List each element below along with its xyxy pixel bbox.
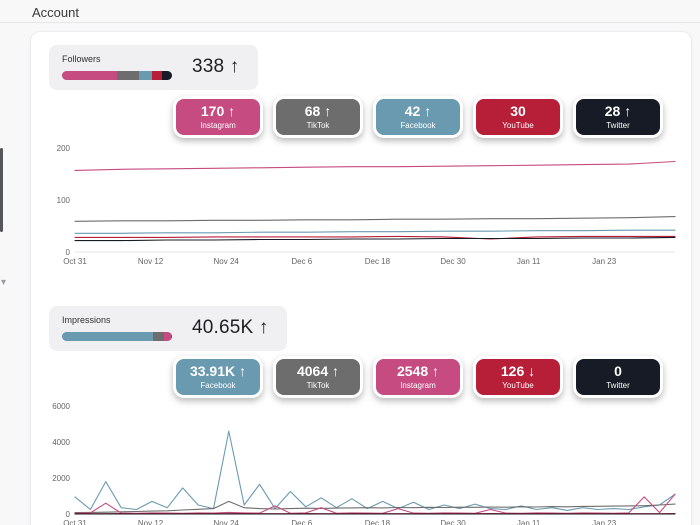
stat-label: TikTok — [306, 381, 330, 390]
svg-text:Jan 11: Jan 11 — [517, 257, 541, 266]
svg-text:Dec 18: Dec 18 — [365, 257, 391, 266]
svg-text:Nov 24: Nov 24 — [214, 519, 240, 525]
up-arrow-icon: ↑ — [228, 103, 236, 119]
stat-label: YouTube — [502, 121, 534, 130]
followers-card-tiktok[interactable]: 68 ↑ TikTok — [273, 96, 363, 138]
followers-card-youtube[interactable]: 30 YouTube — [473, 96, 563, 138]
svg-text:Oct 31: Oct 31 — [63, 257, 87, 266]
svg-text:Oct 31: Oct 31 — [63, 519, 87, 525]
impressions-card-facebook[interactable]: 33.91K ↑ Facebook — [173, 356, 263, 398]
up-arrow-icon: ↑ — [624, 103, 632, 119]
svg-text:Jan 23: Jan 23 — [592, 519, 617, 525]
stat-label: Twitter — [606, 121, 630, 130]
svg-text:Jan 23: Jan 23 — [592, 257, 617, 266]
svg-text:Dec 30: Dec 30 — [440, 519, 466, 525]
stat-label: Instagram — [200, 121, 236, 130]
followers-summary-card: Followers 338 ↑ — [49, 45, 258, 90]
up-arrow-icon: ↑ — [332, 363, 340, 379]
stat-value: 170 ↑ — [200, 103, 236, 119]
stat-value: 126 ↓ — [500, 363, 536, 379]
svg-text:0: 0 — [66, 510, 71, 519]
stat-value: 28 ↑ — [604, 103, 632, 119]
svg-text:Jan 11: Jan 11 — [517, 519, 541, 525]
impressions-card-twitter[interactable]: 0 Twitter — [573, 356, 663, 398]
svg-text:6000: 6000 — [52, 402, 70, 411]
stat-value: 0 — [614, 363, 622, 379]
up-arrow-icon: ↑ — [239, 363, 247, 379]
stat-value: 4064 ↑ — [296, 363, 340, 379]
impressions-segment-bar — [62, 332, 172, 341]
followers-segment-bar — [62, 71, 172, 80]
stat-label: Twitter — [606, 381, 630, 390]
impressions-line-chart: 0 2000 4000 6000 Oct 31 Nov 12 Nov 24 Dec 6 Dec … — [43, 400, 683, 525]
impressions-summary-card: Impressions 40.65K ↑ — [49, 306, 287, 351]
up-arrow-icon: ↑ — [229, 56, 240, 77]
up-arrow-icon: ↑ — [424, 103, 432, 119]
svg-text:100: 100 — [57, 196, 71, 205]
svg-text:Nov 12: Nov 12 — [138, 519, 164, 525]
up-arrow-icon: ↑ — [258, 317, 269, 338]
impressions-total: 40.65K ↑ — [192, 317, 269, 338]
svg-text:Dec 30: Dec 30 — [440, 257, 466, 266]
svg-text:4000: 4000 — [52, 438, 70, 447]
up-arrow-icon: ↑ — [324, 103, 332, 119]
stat-label: TikTok — [306, 121, 330, 130]
followers-line-chart: 0 100 200 Oct 31 Nov 12 Nov 24 Dec 6 Dec 18 Dec … — [43, 142, 683, 268]
followers-total: 338 ↑ — [192, 56, 240, 77]
svg-text:Dec 6: Dec 6 — [291, 257, 312, 266]
svg-text:Dec 18: Dec 18 — [365, 519, 391, 525]
stat-value: 2548 ↑ — [396, 363, 440, 379]
impressions-summary-label: Impressions — [62, 315, 111, 325]
down-arrow-icon: ↓ — [528, 363, 536, 379]
impressions-card-youtube[interactable]: 126 ↓ YouTube — [473, 356, 563, 398]
header-divider — [0, 22, 700, 23]
impressions-card-instagram[interactable]: 2548 ↑ Instagram — [373, 356, 463, 398]
page-title: Account — [32, 5, 79, 20]
stat-label: Facebook — [400, 121, 436, 130]
followers-summary-label: Followers — [62, 54, 101, 64]
stat-value: 68 ↑ — [304, 103, 332, 119]
followers-card-twitter[interactable]: 28 ↑ Twitter — [573, 96, 663, 138]
collapse-caret-icon[interactable]: ▾ — [1, 277, 7, 288]
stat-label: Instagram — [400, 381, 436, 390]
stat-label: Facebook — [200, 381, 236, 390]
svg-text:Nov 12: Nov 12 — [138, 257, 164, 266]
followers-card-instagram[interactable]: 170 ↑ Instagram — [173, 96, 263, 138]
impressions-card-tiktok[interactable]: 4064 ↑ TikTok — [273, 356, 363, 398]
vertical-scrollbar[interactable] — [0, 148, 3, 232]
stat-label: YouTube — [502, 381, 534, 390]
account-analytics-card: Followers 338 ↑ 170 ↑ Instagram 68 ↑ Tik… — [30, 31, 692, 525]
svg-text:0: 0 — [66, 248, 71, 257]
svg-text:200: 200 — [57, 144, 71, 153]
up-arrow-icon: ↑ — [432, 363, 440, 379]
impressions-stat-row: 33.91K ↑ Facebook 4064 ↑ TikTok 2548 ↑ I… — [173, 356, 663, 398]
followers-card-facebook[interactable]: 42 ↑ Facebook — [373, 96, 463, 138]
stat-value: 30 — [510, 103, 526, 119]
stat-value: 33.91K ↑ — [189, 363, 247, 379]
stat-value: 42 ↑ — [404, 103, 432, 119]
svg-text:2000: 2000 — [52, 474, 70, 483]
followers-stat-row: 170 ↑ Instagram 68 ↑ TikTok 42 ↑ Faceboo… — [173, 96, 663, 138]
svg-text:Dec 6: Dec 6 — [291, 519, 312, 525]
svg-text:Nov 24: Nov 24 — [214, 257, 240, 266]
